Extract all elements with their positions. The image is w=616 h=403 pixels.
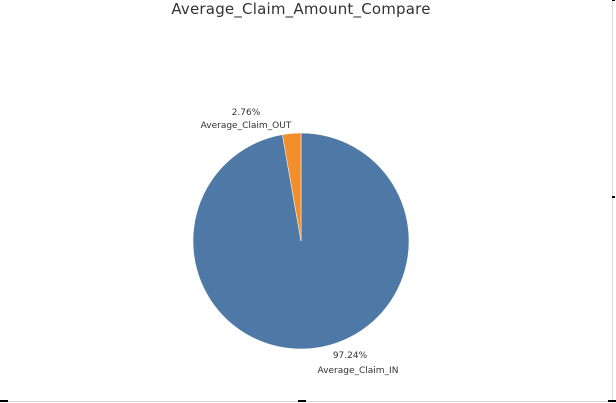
slice-label-average-claim-in-name: Average_Claim_IN (318, 366, 399, 376)
slice-label-average-claim-in-percent: 97.24% (333, 351, 368, 361)
corner-tick-mid-right (612, 196, 615, 198)
corner-tick-bottom-right (608, 400, 616, 402)
frame-bottom-border (0, 401, 616, 402)
frame-right-border (612, 0, 613, 403)
corner-tick-bottom-mid (298, 400, 306, 402)
slice-label-average-claim-out-percent: 2.76% (232, 108, 261, 118)
pie-slice-average-claim-out[interactable] (282, 132, 302, 242)
corner-tick-bottom-left (0, 400, 8, 402)
chart-title: Average_Claim_Amount_Compare (171, 0, 431, 18)
corner-tick-top-right (612, 0, 615, 1)
slice-label-average-claim-out-name: Average_Claim_OUT (201, 121, 292, 131)
